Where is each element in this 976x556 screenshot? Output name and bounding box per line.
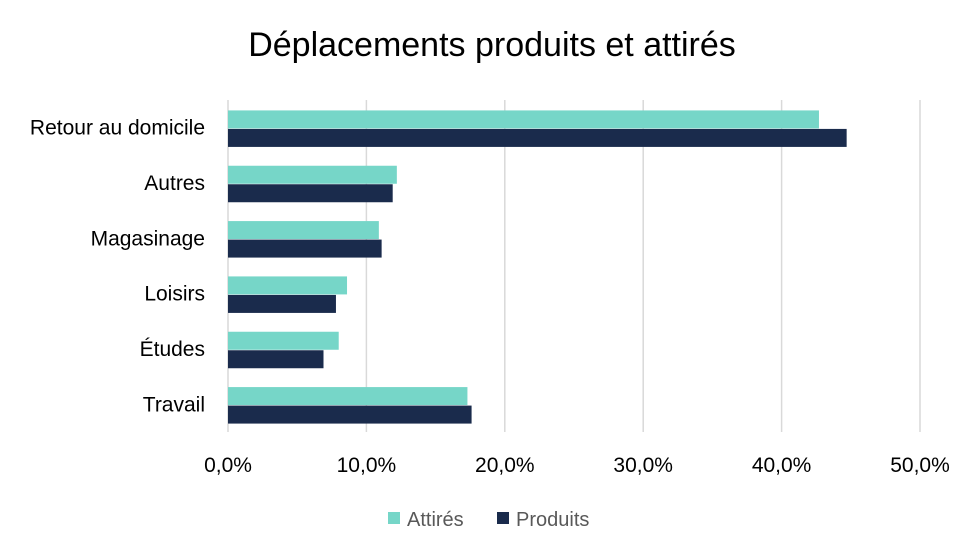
bar-produits (228, 294, 336, 313)
category-labels: Retour au domicile Autres Magasinage Loisir… (30, 117, 205, 417)
legend: Attirés Produits (388, 509, 589, 531)
bar-attires (228, 165, 397, 184)
bar-produits (228, 350, 324, 369)
bar-attires (228, 221, 379, 240)
bars (228, 110, 847, 424)
x-tick-label: 20,0% (475, 454, 535, 477)
bar-produits (228, 128, 847, 147)
bar-attires (228, 276, 348, 295)
legend-label-produits: Produits (516, 509, 589, 531)
x-tick-label: 30,0% (613, 454, 673, 477)
legend-swatch-attires (388, 512, 400, 524)
gridlines (227, 100, 921, 432)
category-label: Loisirs (144, 283, 205, 306)
category-label: Autres (144, 172, 205, 195)
bar-attires (228, 110, 819, 129)
bar-produits (228, 184, 393, 203)
category-label: Travail (143, 393, 205, 416)
category-label: Retour au domicile (30, 117, 205, 140)
bar-attires (228, 331, 339, 350)
x-tick-labels: 0,0% 10,0% 20,0% 30,0% 40,0% 50,0% (204, 454, 950, 477)
bar-attires (228, 387, 468, 406)
x-tick-label: 40,0% (752, 454, 812, 477)
bar-produits (228, 239, 382, 258)
x-tick-label: 50,0% (890, 454, 950, 477)
category-label: Magasinage (91, 227, 205, 250)
x-tick-label: 0,0% (204, 454, 252, 477)
x-tick-label: 10,0% (337, 454, 397, 477)
chart-title: Déplacements produits et attirés (248, 26, 736, 64)
category-label: Études (140, 338, 205, 361)
legend-swatch-produits (497, 512, 509, 524)
legend-label-attires: Attirés (407, 509, 464, 531)
bar-produits (228, 405, 472, 424)
